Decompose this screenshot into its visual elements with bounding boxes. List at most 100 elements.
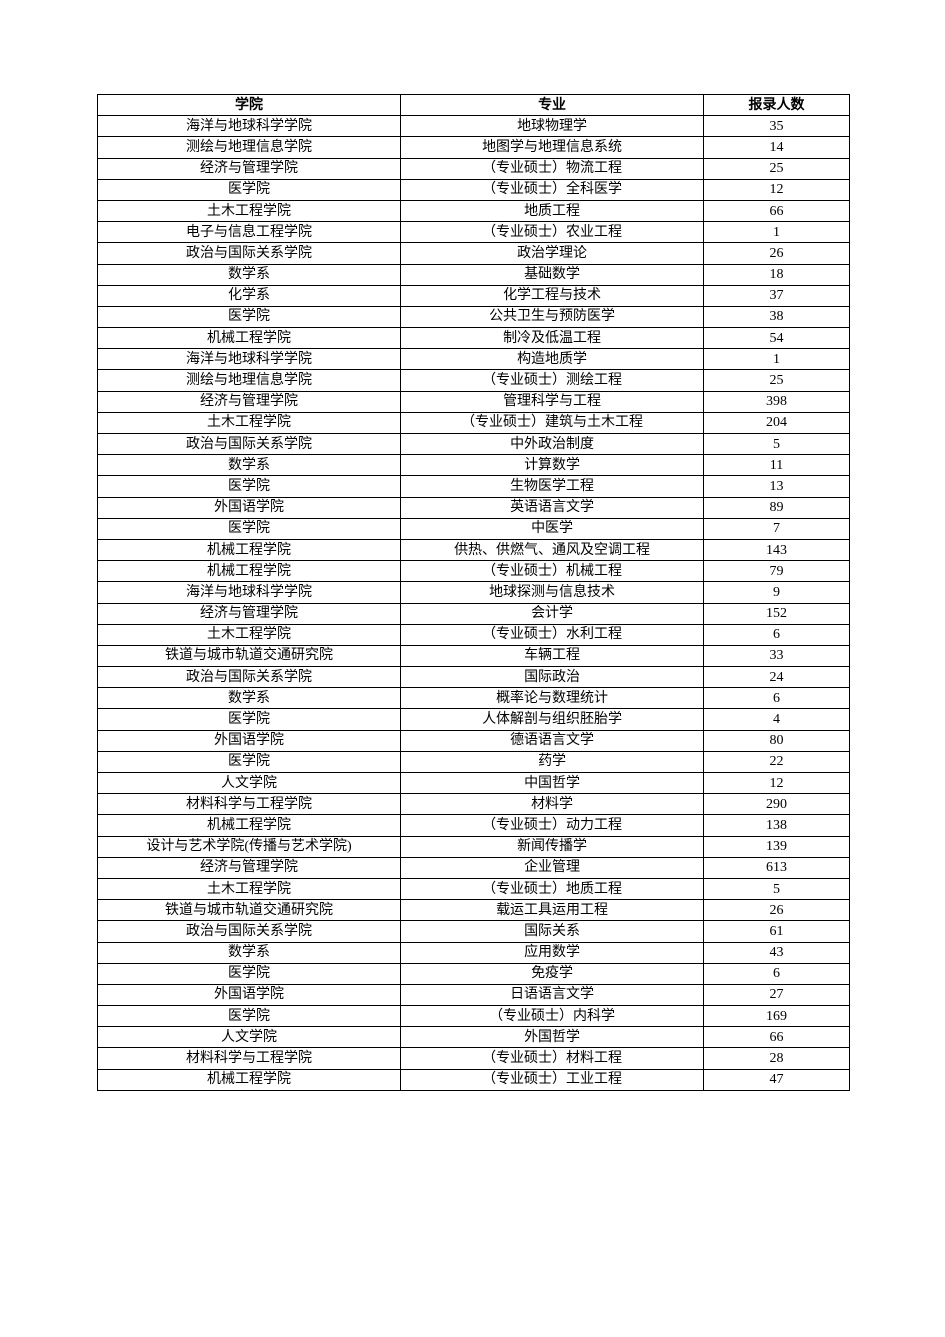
header-row: 学院 专业 报录人数	[98, 95, 850, 116]
cell-school: 机械工程学院	[98, 539, 401, 560]
cell-count: 22	[704, 751, 850, 772]
cell-school: 电子与信息工程学院	[98, 222, 401, 243]
cell-school: 医学院	[98, 179, 401, 200]
cell-school: 海洋与地球科学学院	[98, 116, 401, 137]
cell-major: 地质工程	[401, 200, 704, 221]
cell-school: 政治与国际关系学院	[98, 921, 401, 942]
cell-school: 土木工程学院	[98, 878, 401, 899]
cell-major: 德语语言文学	[401, 730, 704, 751]
table-row: 测绘与地理信息学院地图学与地理信息系统14	[98, 137, 850, 158]
cell-major: （专业硕士）内科学	[401, 1006, 704, 1027]
cell-major: 新闻传播学	[401, 836, 704, 857]
table-row: 土木工程学院地质工程66	[98, 200, 850, 221]
col-header-count: 报录人数	[704, 95, 850, 116]
cell-major: 英语语言文学	[401, 497, 704, 518]
table-row: 材料科学与工程学院（专业硕士）材料工程28	[98, 1048, 850, 1069]
cell-major: 地球探测与信息技术	[401, 582, 704, 603]
table-row: 材料科学与工程学院材料学290	[98, 794, 850, 815]
cell-major: 材料学	[401, 794, 704, 815]
table-row: 医学院中医学7	[98, 518, 850, 539]
table-row: 铁道与城市轨道交通研究院车辆工程33	[98, 645, 850, 666]
cell-major: （专业硕士）工业工程	[401, 1069, 704, 1090]
table-body: 海洋与地球科学学院地球物理学35测绘与地理信息学院地图学与地理信息系统14 经济与…	[98, 116, 850, 1091]
table-row: 医学院（专业硕士）内科学169	[98, 1006, 850, 1027]
table-row: 政治与国际关系学院政治学理论26	[98, 243, 850, 264]
cell-major: 国际关系	[401, 921, 704, 942]
cell-count: 169	[704, 1006, 850, 1027]
cell-count: 139	[704, 836, 850, 857]
admissions-table: 学院 专业 报录人数 海洋与地球科学学院地球物理学35测绘与地理信息学院地图学与…	[97, 94, 850, 1091]
cell-count: 25	[704, 158, 850, 179]
cell-count: 18	[704, 264, 850, 285]
cell-major: 应用数学	[401, 942, 704, 963]
cell-school: 材料科学与工程学院	[98, 794, 401, 815]
cell-school: 政治与国际关系学院	[98, 243, 401, 264]
cell-school: 医学院	[98, 963, 401, 984]
cell-major: （专业硕士）材料工程	[401, 1048, 704, 1069]
cell-school: 外国语学院	[98, 984, 401, 1005]
cell-school: 土木工程学院	[98, 200, 401, 221]
cell-count: 13	[704, 476, 850, 497]
cell-school: 土木工程学院	[98, 624, 401, 645]
cell-count: 47	[704, 1069, 850, 1090]
table-row: 外国语学院德语语言文学80	[98, 730, 850, 751]
cell-major: （专业硕士）测绘工程	[401, 370, 704, 391]
cell-school: 海洋与地球科学学院	[98, 582, 401, 603]
cell-count: 6	[704, 624, 850, 645]
cell-count: 25	[704, 370, 850, 391]
table-row: 土木工程学院（专业硕士）地质工程5	[98, 878, 850, 899]
cell-count: 9	[704, 582, 850, 603]
col-header-major: 专业	[401, 95, 704, 116]
cell-count: 6	[704, 688, 850, 709]
table-row: 医学院免疫学6	[98, 963, 850, 984]
cell-major: 药学	[401, 751, 704, 772]
cell-count: 6	[704, 963, 850, 984]
table-row: 海洋与地球科学学院地球物理学35	[98, 116, 850, 137]
cell-major: （专业硕士）全科医学	[401, 179, 704, 200]
cell-major: 基础数学	[401, 264, 704, 285]
cell-count: 152	[704, 603, 850, 624]
cell-major: 地图学与地理信息系统	[401, 137, 704, 158]
cell-count: 1	[704, 349, 850, 370]
cell-school: 土木工程学院	[98, 412, 401, 433]
table-row: 测绘与地理信息学院（专业硕士）测绘工程25	[98, 370, 850, 391]
cell-count: 11	[704, 455, 850, 476]
table-row: 海洋与地球科学学院地球探测与信息技术9	[98, 582, 850, 603]
cell-major: 免疫学	[401, 963, 704, 984]
cell-count: 290	[704, 794, 850, 815]
cell-school: 政治与国际关系学院	[98, 434, 401, 455]
cell-major: 计算数学	[401, 455, 704, 476]
table-row: 机械工程学院制冷及低温工程54	[98, 328, 850, 349]
cell-major: （专业硕士）建筑与土木工程	[401, 412, 704, 433]
table-row: 政治与国际关系学院国际政治24	[98, 667, 850, 688]
cell-major: 化学工程与技术	[401, 285, 704, 306]
cell-count: 61	[704, 921, 850, 942]
cell-count: 89	[704, 497, 850, 518]
cell-count: 12	[704, 179, 850, 200]
table-row: 机械工程学院供热、供燃气、通风及空调工程143	[98, 539, 850, 560]
cell-school: 医学院	[98, 1006, 401, 1027]
cell-count: 138	[704, 815, 850, 836]
cell-major: 构造地质学	[401, 349, 704, 370]
cell-major: 中医学	[401, 518, 704, 539]
cell-major: 企业管理	[401, 857, 704, 878]
cell-school: 机械工程学院	[98, 815, 401, 836]
cell-school: 数学系	[98, 942, 401, 963]
cell-major: 会计学	[401, 603, 704, 624]
cell-major: 公共卫生与预防医学	[401, 306, 704, 327]
cell-school: 经济与管理学院	[98, 857, 401, 878]
table-row: 机械工程学院（专业硕士）机械工程79	[98, 561, 850, 582]
cell-major: 国际政治	[401, 667, 704, 688]
table-row: 医学院人体解剖与组织胚胎学4	[98, 709, 850, 730]
cell-count: 24	[704, 667, 850, 688]
cell-major: 中外政治制度	[401, 434, 704, 455]
cell-school: 材料科学与工程学院	[98, 1048, 401, 1069]
cell-major: 日语语言文学	[401, 984, 704, 1005]
cell-major: （专业硕士）机械工程	[401, 561, 704, 582]
cell-count: 4	[704, 709, 850, 730]
cell-count: 5	[704, 878, 850, 899]
cell-count: 12	[704, 773, 850, 794]
cell-major: （专业硕士）水利工程	[401, 624, 704, 645]
cell-major: 外国哲学	[401, 1027, 704, 1048]
cell-count: 80	[704, 730, 850, 751]
